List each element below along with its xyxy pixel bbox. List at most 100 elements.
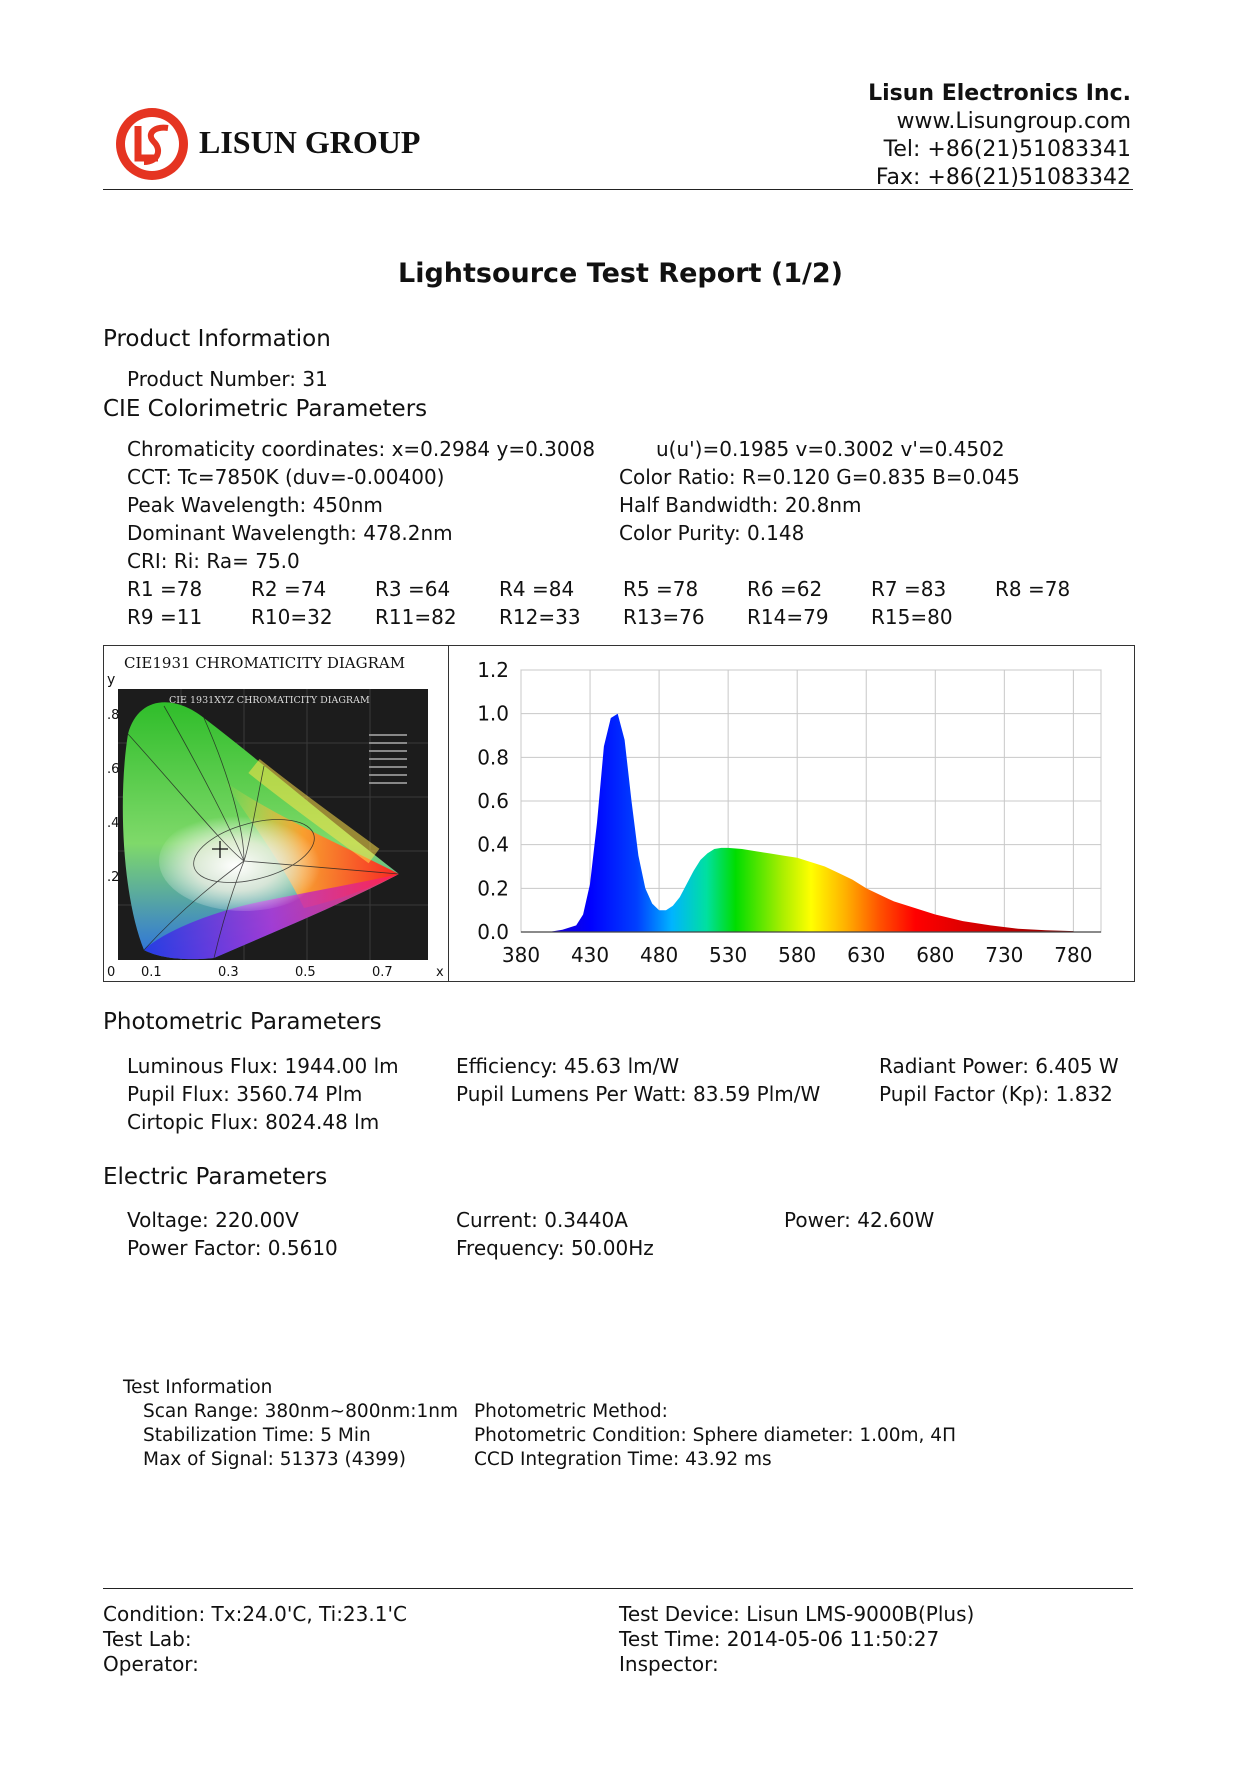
cri-r2: R2 =74 [251,577,327,601]
cie-xtick-0: 0 [107,965,115,980]
uv-coords: u(u')=0.1985 v=0.3002 v'=0.4502 [656,437,1005,461]
power: Power: 42.60W [784,1208,935,1232]
cie-xtick-0.3: 0.3 [218,965,239,980]
pupil-factor: Pupil Factor (Kp): 1.832 [879,1082,1113,1106]
cct-value: CCT: Tc=7850K (duv=-0.00400) [127,465,445,489]
color-ratio: Color Ratio: R=0.120 G=0.835 B=0.045 [619,465,1020,489]
scan-range: Scan Range: 380nm~800nm:1nm [143,1401,458,1422]
cirtopic-flux: Cirtopic Flux: 8024.48 lm [127,1110,380,1134]
cie-y-label: y [107,672,115,688]
voltage: Voltage: 220.00V [127,1208,299,1232]
spectrum-series [521,713,1101,933]
half-bandwidth: Half Bandwidth: 20.8nm [619,493,862,517]
pupil-lumens-per-watt: Pupil Lumens Per Watt: 83.59 Plm/W [456,1082,821,1106]
company-contact: Lisun Electronics Inc. www.Lisungroup.co… [868,80,1131,192]
electric-heading: Electric Parameters [103,1164,328,1190]
max-signal: Max of Signal: 51373 (4399) [143,1449,407,1470]
cie-ytick-0.4: .4 [107,816,119,831]
stabilization-time: Stabilization Time: 5 Min [143,1425,371,1446]
spectrum-area [548,713,1074,932]
spectrum-y-axis: 0.0 0.2 0.4 0.6 0.8 1.0 1.2 [477,658,509,944]
power-factor: Power Factor: 0.5610 [127,1236,338,1260]
cri-r12: R12=33 [499,605,581,629]
radiant-power: Radiant Power: 6.405 W [879,1054,1119,1078]
x-tick-label: 430 [571,943,609,967]
cri-r6: R6 =62 [747,577,823,601]
cri-r10: R10=32 [251,605,333,629]
photometric-method: Photometric Method: [474,1401,668,1422]
product-heading: Product Information [103,326,331,352]
cie-xtick-0.5: 0.5 [295,965,316,980]
cie-diagram: CIE1931 CHROMATICITY DIAGRAM y CIE 1931X… [104,646,449,981]
frequency: Frequency: 50.00Hz [456,1236,654,1260]
cri-r5: R5 =78 [623,577,699,601]
x-tick-label: 630 [847,943,885,967]
test-time: Test Time: 2014-05-06 11:50:27 [619,1627,940,1651]
cie-ytick-0.6: .6 [107,762,119,777]
y-tick-label: 0.0 [477,920,509,944]
photometric-heading: Photometric Parameters [103,1009,382,1035]
spectrum-x-axis: 380 430 480 530 580 630 680 730 780 [502,943,1093,967]
company-tel: Tel: +86(21)51083341 [883,137,1131,162]
brand-name: LISUN GROUP [199,124,421,160]
condition: Condition: Tx:24.0'C, Ti:23.1'C [103,1602,407,1626]
x-tick-label: 730 [985,943,1023,967]
y-tick-label: 0.6 [477,789,509,813]
efficiency: Efficiency: 45.63 lm/W [456,1054,680,1078]
y-tick-label: 0.4 [477,833,509,857]
operator: Operator: [103,1652,199,1676]
luminous-flux: Luminous Flux: 1944.00 lm [127,1054,399,1078]
test-device: Test Device: Lisun LMS-9000B(Plus) [619,1602,975,1626]
company-fax: Fax: +86(21)51083342 [875,165,1131,190]
cie-ytick-0.2: .2 [107,870,119,885]
cie-heading: CIE Colorimetric Parameters [103,396,428,422]
cri-r4: R4 =84 [499,577,575,601]
cie-title: CIE1931 CHROMATICITY DIAGRAM [124,654,405,672]
x-tick-label: 780 [1054,943,1092,967]
y-tick-label: 0.2 [477,876,509,900]
cri-r9: R9 =11 [127,605,203,629]
color-purity: Color Purity: 0.148 [619,521,805,545]
x-tick-label: 480 [640,943,678,967]
cie-xtick-0.1: 0.1 [141,965,162,980]
current: Current: 0.3440A [456,1208,628,1232]
spectrum-chart: 0.0 0.2 0.4 0.6 0.8 1.0 1.2 380 430 480 530 580 630… [449,646,1134,981]
cri-value: CRI: Ri: Ra= 75.0 [127,549,300,573]
x-tick-label: 380 [502,943,540,967]
y-tick-label: 1.0 [477,702,509,726]
cri-r13: R13=76 [623,605,705,629]
footer-divider [103,1588,1133,1589]
x-tick-label: 680 [916,943,954,967]
cri-r3: R3 =64 [375,577,451,601]
test-lab: Test Lab: [103,1627,192,1651]
chromaticity-marker [212,841,228,858]
chart-panel: CIE1931 CHROMATICITY DIAGRAM y CIE 1931X… [103,645,1135,982]
cri-r14: R14=79 [747,605,829,629]
cri-r8: R8 =78 [995,577,1071,601]
page-title: Lightsource Test Report (1/2) [397,258,844,289]
product-number: Product Number: 31 [127,367,328,391]
ccd-integration-time: CCD Integration Time: 43.92 ms [474,1449,772,1470]
company-website: www.Lisungroup.com [896,109,1131,134]
x-tick-label: 580 [778,943,816,967]
cie-xtick-0.7: 0.7 [372,965,393,980]
cri-r11: R11=82 [375,605,457,629]
cie-ytick-0.8: .8 [107,708,119,723]
header-divider [103,189,1133,190]
test-info-heading: Test Information [123,1377,273,1398]
photometric-condition: Photometric Condition: Sphere diameter: … [474,1425,956,1446]
x-tick-label: 530 [709,943,747,967]
cie-x-label: x [436,965,444,980]
dominant-wavelength: Dominant Wavelength: 478.2nm [127,521,453,545]
chromaticity-coords: Chromaticity coordinates: x=0.2984 y=0.3… [127,437,596,461]
cie-inner-title: CIE 1931XYZ CHROMATICITY DIAGRAM [169,695,370,706]
y-tick-label: 0.8 [477,745,509,769]
company-name: Lisun Electronics Inc. [868,81,1131,106]
brand-logo: LISUN GROUP [114,106,474,186]
inspector: Inspector: [619,1652,719,1676]
cri-r1: R1 =78 [127,577,203,601]
y-tick-label: 1.2 [477,658,509,682]
cri-r15: R15=80 [871,605,953,629]
peak-wavelength: Peak Wavelength: 450nm [127,493,383,517]
cri-r7: R7 =83 [871,577,947,601]
